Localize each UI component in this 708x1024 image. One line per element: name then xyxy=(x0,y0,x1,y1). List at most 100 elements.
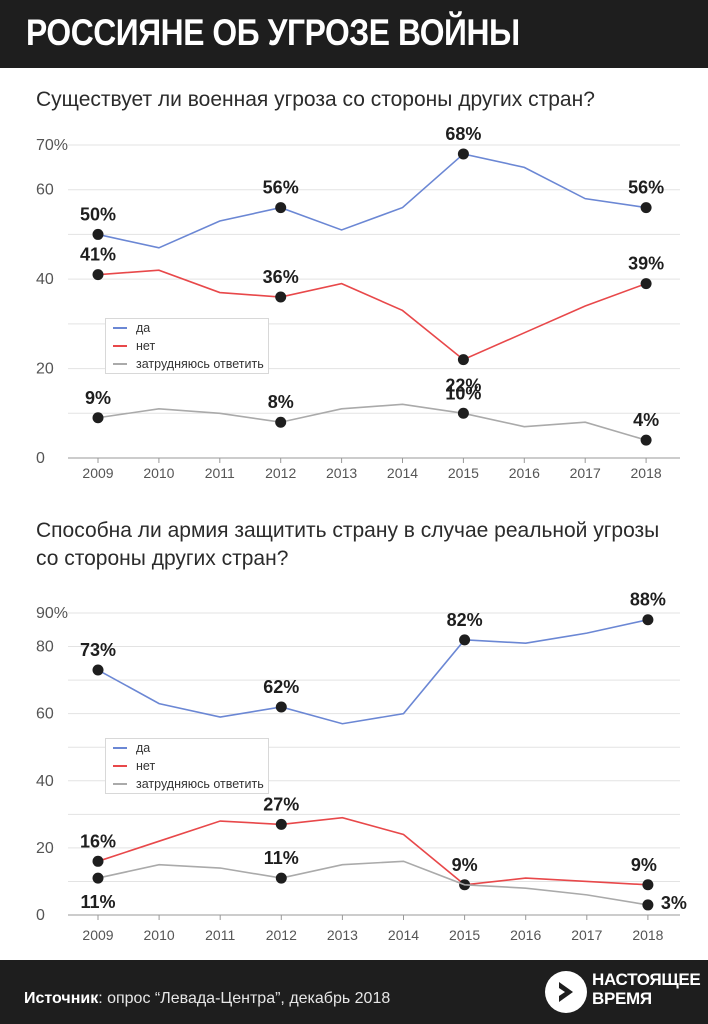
data-label: 56% xyxy=(263,178,299,198)
data-label: 16% xyxy=(80,831,116,851)
logo-line2: ВРЕМЯ xyxy=(592,989,652,1008)
series-line-1 xyxy=(97,816,648,886)
legend-swatch xyxy=(113,363,127,365)
series-line-0 xyxy=(97,153,647,249)
x-tick-label: 2016 xyxy=(510,927,541,943)
legend-label: да xyxy=(136,321,151,335)
y-tick-label: 40 xyxy=(36,773,54,790)
data-point xyxy=(92,872,104,884)
data-point xyxy=(642,614,654,626)
series-line-2 xyxy=(97,860,649,906)
chart2-legend: да нет затрудняюсь ответить xyxy=(105,738,269,794)
legend-label: нет xyxy=(136,759,156,773)
series-line-1 xyxy=(97,269,647,361)
data-point xyxy=(275,872,287,884)
legend-label: затрудняюсь ответить xyxy=(136,777,264,791)
y-tick-label: 0 xyxy=(36,907,45,924)
x-tick-label: 2015 xyxy=(448,465,479,481)
data-point xyxy=(642,879,654,891)
data-point xyxy=(457,407,469,419)
data-label: 41% xyxy=(80,245,116,265)
data-label: 11% xyxy=(80,892,115,912)
play-arrow-circle-icon xyxy=(545,971,587,1013)
y-tick-label: 20 xyxy=(36,361,54,378)
x-tick-label: 2014 xyxy=(387,465,418,481)
legend-item: нет xyxy=(106,337,268,355)
data-label: 39% xyxy=(628,254,664,274)
y-tick-label: 60 xyxy=(36,706,54,723)
source-label: Источник xyxy=(24,990,99,1007)
data-point xyxy=(92,855,104,867)
legend-item: затрудняюсь ответить xyxy=(106,355,268,373)
data-point xyxy=(640,202,652,214)
legend-label: затрудняюсь ответить xyxy=(136,357,264,371)
data-point xyxy=(92,664,104,676)
x-tick-label: 2009 xyxy=(82,927,113,943)
x-tick-label: 2016 xyxy=(509,465,540,481)
chart2-army: 0 20 40 60 80 90% 2009 2010 2011 2012 2013 2014 2015… xyxy=(36,590,687,943)
data-label: 3% xyxy=(661,893,687,913)
data-point xyxy=(92,228,104,240)
chart1-question: Существует ли военная угроза со стороны … xyxy=(36,88,595,111)
legend-swatch xyxy=(113,783,127,785)
x-tick-label: 2017 xyxy=(570,465,601,481)
legend-swatch xyxy=(113,765,127,767)
x-tick-label: 2013 xyxy=(327,927,358,943)
data-point xyxy=(275,202,287,214)
data-point xyxy=(92,269,104,281)
legend-swatch xyxy=(113,327,127,329)
data-label: 68% xyxy=(445,124,481,144)
data-label: 27% xyxy=(263,794,299,814)
data-label: 62% xyxy=(263,677,299,697)
data-point xyxy=(275,818,287,830)
data-label: 22% xyxy=(445,376,481,396)
title-bar: РОССИЯНЕ ОБ УГРОЗЕ ВОЙНЫ xyxy=(0,0,708,68)
legend-swatch xyxy=(113,747,127,749)
page-title: РОССИЯНЕ ОБ УГРОЗЕ ВОЙНЫ xyxy=(26,12,520,53)
y-tick-label: 0 xyxy=(36,450,45,467)
x-tick-label: 2018 xyxy=(631,465,662,481)
y-tick-label: 90% xyxy=(36,605,68,622)
data-point xyxy=(457,148,469,160)
data-point xyxy=(640,278,652,290)
data-label: 82% xyxy=(447,610,483,630)
x-tick-label: 2010 xyxy=(144,927,175,943)
data-point xyxy=(642,899,654,911)
y-tick-label: 70% xyxy=(36,137,68,154)
x-tick-label: 2017 xyxy=(571,927,602,943)
data-label: 73% xyxy=(80,640,116,660)
legend-item: нет xyxy=(106,757,268,775)
data-label: 36% xyxy=(263,267,299,287)
x-tick-label: 2015 xyxy=(449,927,480,943)
data-label: 11% xyxy=(264,848,299,868)
y-tick-label: 20 xyxy=(36,840,54,857)
data-label: 9% xyxy=(631,855,657,875)
data-point xyxy=(457,354,469,366)
data-label: 56% xyxy=(628,178,664,198)
series-line-0 xyxy=(97,618,649,725)
x-tick-label: 2010 xyxy=(143,465,174,481)
data-label: 10% xyxy=(445,383,481,403)
x-tick-label: 2014 xyxy=(388,927,419,943)
data-label: 9% xyxy=(452,855,478,875)
x-tick-label: 2012 xyxy=(266,927,297,943)
data-label: 50% xyxy=(80,204,116,224)
x-tick-label: 2009 xyxy=(82,465,113,481)
series-line-2 xyxy=(97,403,647,441)
data-point xyxy=(640,434,652,446)
data-point xyxy=(92,412,104,424)
data-label: 9% xyxy=(85,388,111,408)
data-label: 88% xyxy=(630,590,666,610)
data-label: 8% xyxy=(268,392,294,412)
y-tick-label: 80 xyxy=(36,639,54,656)
logo-line1: НАСТОЯЩЕЕ xyxy=(592,970,701,989)
legend-item: да xyxy=(106,319,268,337)
x-tick-label: 2018 xyxy=(632,927,663,943)
footer: Источник: опрос “Левада-Центра”, декабрь… xyxy=(0,960,708,1024)
source-text: : опрос “Левада-Центра”, декабрь 2018 xyxy=(98,990,391,1007)
legend-label: нет xyxy=(136,339,156,353)
data-label: 4% xyxy=(633,410,659,430)
legend-label: да xyxy=(136,741,151,755)
chart2-question: Способна ли армия защитить страну в случ… xyxy=(36,519,660,570)
data-point xyxy=(275,416,287,428)
